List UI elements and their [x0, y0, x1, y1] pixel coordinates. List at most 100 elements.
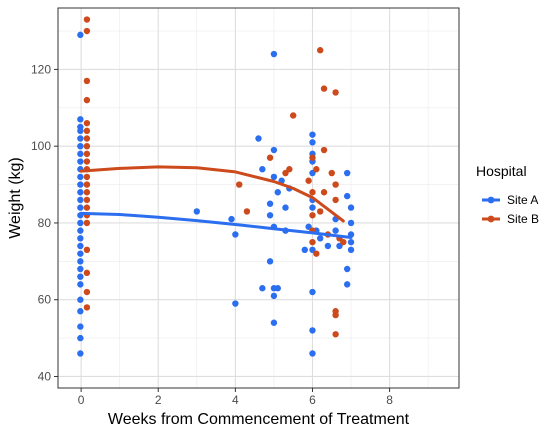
data-point	[266, 200, 274, 207]
data-point	[83, 196, 91, 204]
data-point	[332, 331, 339, 338]
legend-key-point	[487, 196, 495, 204]
data-point	[83, 119, 91, 127]
data-point	[83, 246, 91, 254]
data-point	[83, 304, 91, 311]
data-point	[259, 166, 266, 173]
data-point	[77, 334, 84, 342]
data-point	[83, 16, 91, 23]
data-point	[83, 96, 91, 104]
data-point	[282, 204, 289, 211]
data-point	[313, 166, 320, 173]
data-point	[77, 258, 84, 265]
data-point	[83, 288, 91, 296]
legend-key-point	[487, 215, 495, 223]
data-point	[347, 246, 355, 254]
data-point	[347, 219, 355, 227]
data-point	[232, 231, 239, 238]
x-tick-label: 0	[78, 393, 85, 407]
data-point	[332, 89, 339, 96]
data-point	[83, 204, 91, 211]
data-point	[77, 323, 84, 330]
legend-label: Site A	[507, 193, 538, 207]
data-point	[77, 204, 84, 211]
data-point	[83, 27, 91, 35]
data-point	[343, 265, 351, 273]
data-point	[270, 173, 278, 181]
data-point	[232, 300, 239, 307]
data-point	[77, 308, 84, 315]
data-point	[313, 250, 320, 257]
data-point	[77, 250, 84, 257]
data-point	[77, 350, 84, 357]
data-point	[83, 142, 91, 150]
data-point	[77, 116, 84, 123]
data-point	[77, 150, 84, 158]
data-point	[77, 219, 84, 227]
data-point	[270, 319, 278, 326]
grid	[58, 8, 459, 388]
data-point	[309, 327, 316, 334]
trend-lines-overlay	[79, 165, 353, 239]
data-point	[274, 189, 281, 196]
data-point	[228, 215, 235, 223]
data-point	[309, 212, 316, 219]
data-point	[83, 135, 91, 142]
data-point	[309, 139, 316, 146]
data-point	[83, 269, 91, 277]
data-point	[77, 235, 84, 242]
data-point	[347, 238, 355, 246]
y-tick-label: 100	[31, 139, 51, 153]
data-point	[290, 112, 297, 119]
data-point	[193, 208, 201, 215]
data-point	[343, 169, 351, 177]
trend-line	[79, 165, 345, 223]
data-point	[309, 204, 316, 211]
data-point	[255, 135, 262, 142]
data-point	[77, 273, 84, 280]
data-point	[332, 311, 339, 319]
data-point	[266, 212, 274, 219]
trend-line	[79, 211, 353, 239]
y-tick-label: 40	[38, 369, 52, 383]
data-point	[83, 77, 91, 85]
legend-items: Site A Site B	[482, 193, 539, 226]
data-point	[77, 242, 84, 250]
data-point	[77, 173, 84, 181]
data-point	[316, 47, 324, 54]
data-point	[83, 158, 91, 165]
data-point	[309, 238, 316, 246]
data-point	[270, 146, 278, 154]
data-point	[328, 169, 335, 177]
plot-panel-border	[57, 7, 460, 389]
data-point	[309, 189, 316, 196]
data-point	[259, 285, 266, 292]
data-point	[320, 146, 328, 154]
data-point	[77, 181, 84, 188]
y-tick-label: 80	[38, 216, 52, 230]
data-point	[316, 208, 324, 215]
data-point	[266, 258, 274, 265]
data-point	[309, 288, 316, 296]
data-point	[83, 181, 91, 188]
data-point	[332, 227, 339, 234]
y-tick-label: 120	[31, 62, 51, 76]
data-point	[77, 189, 84, 196]
data-point	[83, 173, 91, 181]
data-point	[77, 227, 84, 234]
data-point	[77, 158, 84, 165]
x-tick-label: 4	[232, 393, 239, 407]
x-tick-label: 2	[155, 393, 162, 407]
data-point	[343, 281, 351, 288]
axis-ticks: 0 2 4 6 8 40 60 80 100 120	[31, 62, 393, 407]
x-axis-title: Weeks from Commencement of Treatment	[108, 411, 410, 428]
data-point	[343, 192, 351, 200]
legend-title: Hospital	[476, 163, 527, 179]
data-point	[286, 166, 293, 173]
data-point	[309, 131, 316, 138]
data-point	[301, 246, 308, 254]
data-point	[266, 154, 274, 161]
data-point	[236, 181, 243, 188]
